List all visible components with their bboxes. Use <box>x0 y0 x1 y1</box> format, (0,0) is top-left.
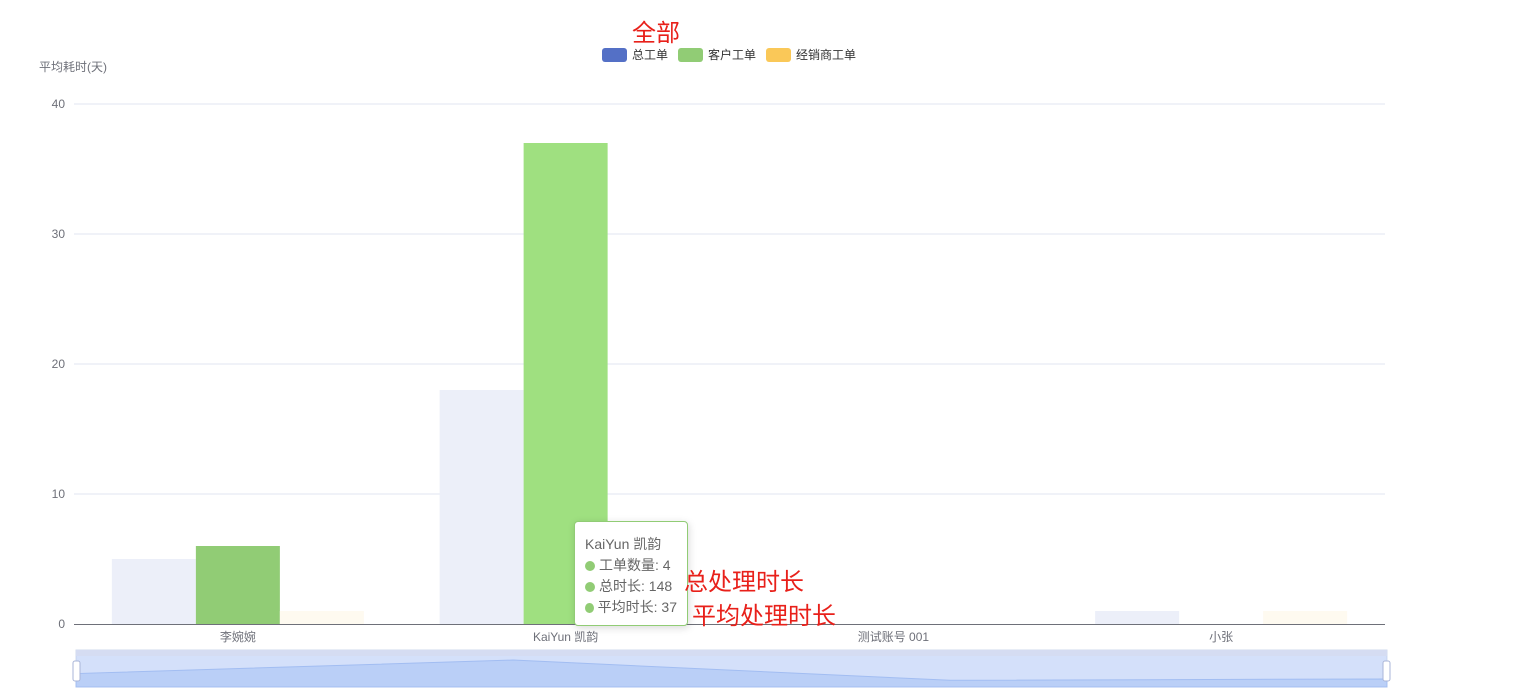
datazoom-handle-right <box>1382 660 1391 682</box>
y-tick-label: 0 <box>58 617 65 631</box>
y-tick-label: 10 <box>52 487 66 501</box>
y-tick-label: 30 <box>52 227 66 241</box>
avg-duration-annotation: 平均处理时长 <box>692 602 836 630</box>
x-tick-label: 测试账号 001 <box>858 629 930 644</box>
y-tick-label: 40 <box>52 97 66 111</box>
chart-title-annotation: 全部 <box>632 19 680 47</box>
tooltip-row-total: 总时长: 148 <box>585 576 677 597</box>
tooltip-dot <box>585 602 594 613</box>
legend-item-customer[interactable]: 客户工单 <box>678 46 756 63</box>
legend-swatch-customer <box>678 47 704 62</box>
bar <box>279 611 364 624</box>
legend: 总工单 客户工单 经销商工单 <box>602 46 866 63</box>
tooltip-avg-text: 平均时长: 37 <box>597 599 677 615</box>
tooltip: KaiYun 凯韵 工单数量: 4 总时长: 148 平均时长: 37 <box>574 521 688 626</box>
bar <box>111 559 196 624</box>
tooltip-row-count: 工单数量: 4 <box>585 555 677 576</box>
total-duration-annotation: 总处理时长 <box>684 568 804 596</box>
datazoom-move-bar <box>76 650 1387 656</box>
x-tick-label: KaiYun 凯韵 <box>533 629 598 644</box>
tooltip-count-text: 工单数量: 4 <box>599 557 671 573</box>
x-tick-label: 小张 <box>1209 630 1233 644</box>
legend-swatch-dealer <box>766 47 792 62</box>
tooltip-total-text: 总时长: 148 <box>599 578 673 594</box>
bar <box>1263 611 1348 624</box>
legend-label-total: 总工单 <box>632 48 669 62</box>
bar <box>1095 611 1180 624</box>
legend-item-dealer[interactable]: 经销商工单 <box>766 46 856 63</box>
legend-label-dealer: 经销商工单 <box>796 48 857 62</box>
tooltip-dot <box>585 560 595 571</box>
legend-swatch-total <box>602 47 627 62</box>
bar <box>195 546 280 624</box>
datazoom-selection <box>76 656 1387 687</box>
y-axis-title: 平均耗时(天) <box>39 60 107 74</box>
legend-item-total[interactable]: 总工单 <box>602 46 668 63</box>
y-tick-label: 20 <box>52 357 66 371</box>
bar-layer <box>111 143 1348 624</box>
tooltip-dot <box>585 581 595 592</box>
datazoom-handle-left <box>72 660 81 682</box>
tooltip-row-avg: 平均时长: 37 <box>585 597 677 618</box>
data-zoom-slider[interactable] <box>72 649 1391 688</box>
x-tick-label: 李婉婉 <box>220 629 256 644</box>
legend-label-customer: 客户工单 <box>708 48 757 62</box>
grid-layer <box>74 103 1385 495</box>
bar <box>439 390 524 624</box>
tooltip-title: KaiYun 凯韵 <box>585 536 662 552</box>
